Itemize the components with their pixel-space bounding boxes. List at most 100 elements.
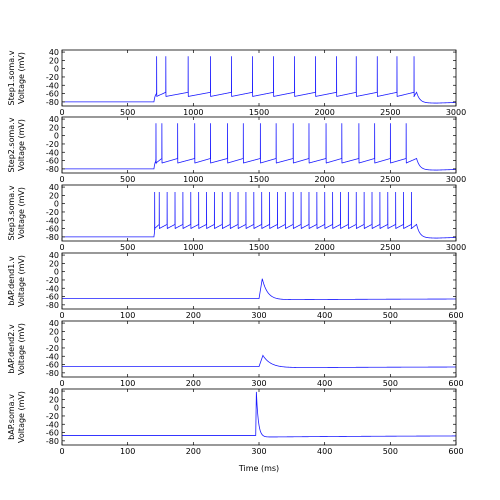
- y-tick-label: 20: [49, 123, 59, 132]
- y-tick-label: -20: [46, 344, 59, 353]
- y-axis-label-units: Voltage (mV): [17, 52, 26, 104]
- x-tick-label: 200: [186, 447, 201, 456]
- x-tick-label: 1500: [249, 108, 269, 117]
- y-tick-label: -40: [46, 216, 59, 225]
- axes-frame: [61, 184, 457, 242]
- panel-bap_dend2: 0 100 200 300 400 500 600-80-60-40-2002040bAP.…: [7, 319, 464, 388]
- y-tick-label: 20: [49, 56, 59, 65]
- y-tick-label: -60: [46, 429, 59, 438]
- y-tick-label: -20: [46, 73, 59, 82]
- axes-frame: [61, 388, 457, 446]
- axes-frame: [61, 252, 457, 310]
- y-tick-label: 0: [54, 65, 59, 74]
- x-tick-label: 300: [251, 447, 266, 456]
- x-tick-label: 400: [317, 447, 332, 456]
- trace-step2: [62, 123, 457, 171]
- panel-bap_soma: 0 100 200 300 400 500 600-80-60-40-2002040bAP.…: [7, 387, 464, 456]
- x-tick-label: 500: [383, 447, 398, 456]
- panel-bap_dend1: 0 100 200 300 400 500 600-80-60-40-2002040bAP.…: [7, 251, 464, 320]
- y-tick-label: 20: [49, 327, 59, 336]
- trace-bap_soma: [62, 391, 456, 438]
- y-tick-label: -80: [46, 301, 59, 310]
- trace-step1: [62, 56, 457, 104]
- x-tick-label: 600: [448, 447, 463, 456]
- x-tick-label: 500: [120, 175, 135, 184]
- panel-step1: 0 500 1000 1500 2000 2500 3000-80-60-40-200204…: [7, 48, 466, 117]
- y-axis-label-units: Voltage (mV): [17, 119, 26, 171]
- y-tick-label: -40: [46, 420, 59, 429]
- y-tick-label: 40: [49, 251, 59, 260]
- x-tick-label: 600: [448, 311, 463, 320]
- y-tick-label: -40: [46, 352, 59, 361]
- x-tick-label: 400: [317, 311, 332, 320]
- y-tick-label: 40: [49, 48, 59, 57]
- y-tick-label: -40: [46, 284, 59, 293]
- y-tick-label: -80: [46, 233, 59, 242]
- y-axis-label-signal: bAP.dend2.v: [7, 324, 16, 373]
- y-tick-label: -80: [46, 165, 59, 174]
- x-tick-label: 2000: [314, 175, 334, 184]
- y-tick-label: 40: [49, 387, 59, 396]
- y-axis-label-units: Voltage (mV): [17, 323, 26, 375]
- y-tick-label: -60: [46, 90, 59, 99]
- y-tick-label: 40: [49, 319, 59, 328]
- y-tick-label: 0: [54, 132, 59, 141]
- y-tick-label: -60: [46, 157, 59, 166]
- y-tick-label: -80: [46, 98, 59, 107]
- x-tick-label: 200: [186, 379, 201, 388]
- panel-step3: 0 500 1000 1500 2000 2500 3000-80-60-40-200204…: [7, 183, 466, 252]
- y-tick-label: -60: [46, 225, 59, 234]
- y-tick-label: 0: [54, 404, 59, 413]
- y-axis-label-signal: bAP.soma.v: [7, 394, 16, 440]
- y-tick-label: -40: [46, 148, 59, 157]
- x-tick-label: 200: [186, 311, 201, 320]
- x-tick-label: 3000: [446, 175, 466, 184]
- x-tick-label: 2000: [314, 243, 334, 252]
- y-tick-label: -40: [46, 81, 59, 90]
- y-axis-label-units: Voltage (mV): [17, 255, 26, 307]
- x-tick-label: 0: [59, 175, 64, 184]
- x-tick-label: 2500: [380, 175, 400, 184]
- x-tick-label: 0: [59, 447, 64, 456]
- x-axis-label: Time (ms): [238, 464, 279, 473]
- y-tick-label: -20: [46, 276, 59, 285]
- x-tick-label: 2500: [380, 243, 400, 252]
- x-tick-label: 0: [59, 379, 64, 388]
- x-tick-label: 300: [251, 311, 266, 320]
- y-tick-label: 20: [49, 395, 59, 404]
- x-tick-label: 0: [59, 311, 64, 320]
- y-tick-label: -20: [46, 412, 59, 421]
- x-tick-label: 1000: [183, 175, 203, 184]
- y-tick-label: -80: [46, 369, 59, 378]
- trace-bap_dend2: [62, 354, 457, 368]
- y-tick-label: -20: [46, 140, 59, 149]
- y-tick-label: 0: [54, 268, 59, 277]
- trace-bap_dend1: [62, 278, 456, 301]
- x-tick-label: 1000: [183, 108, 203, 117]
- x-tick-label: 100: [120, 311, 135, 320]
- x-tick-label: 3000: [446, 108, 466, 117]
- x-tick-label: 2000: [314, 108, 334, 117]
- trace-step3: [62, 192, 457, 239]
- x-tick-label: 3000: [446, 243, 466, 252]
- x-tick-label: 500: [383, 311, 398, 320]
- axes-frame: [61, 116, 457, 174]
- y-tick-label: 20: [49, 191, 59, 200]
- y-axis-label-signal: Step1.soma.v: [7, 50, 16, 105]
- x-tick-label: 1500: [249, 175, 269, 184]
- x-tick-label: 400: [317, 379, 332, 388]
- x-tick-label: 600: [448, 379, 463, 388]
- y-tick-label: 40: [49, 183, 59, 192]
- x-tick-label: 500: [383, 379, 398, 388]
- x-tick-label: 300: [251, 379, 266, 388]
- y-axis-label-signal: Step3.soma.v: [7, 185, 16, 240]
- y-tick-label: -60: [46, 293, 59, 302]
- y-axis-label-signal: Step2.soma.v: [7, 117, 16, 172]
- y-axis-label-units: Voltage (mV): [17, 187, 26, 239]
- x-tick-label: 1000: [183, 243, 203, 252]
- y-axis-label-units: Voltage (mV): [17, 391, 26, 443]
- y-tick-label: 20: [49, 259, 59, 268]
- x-tick-label: 500: [120, 108, 135, 117]
- y-tick-label: -60: [46, 361, 59, 370]
